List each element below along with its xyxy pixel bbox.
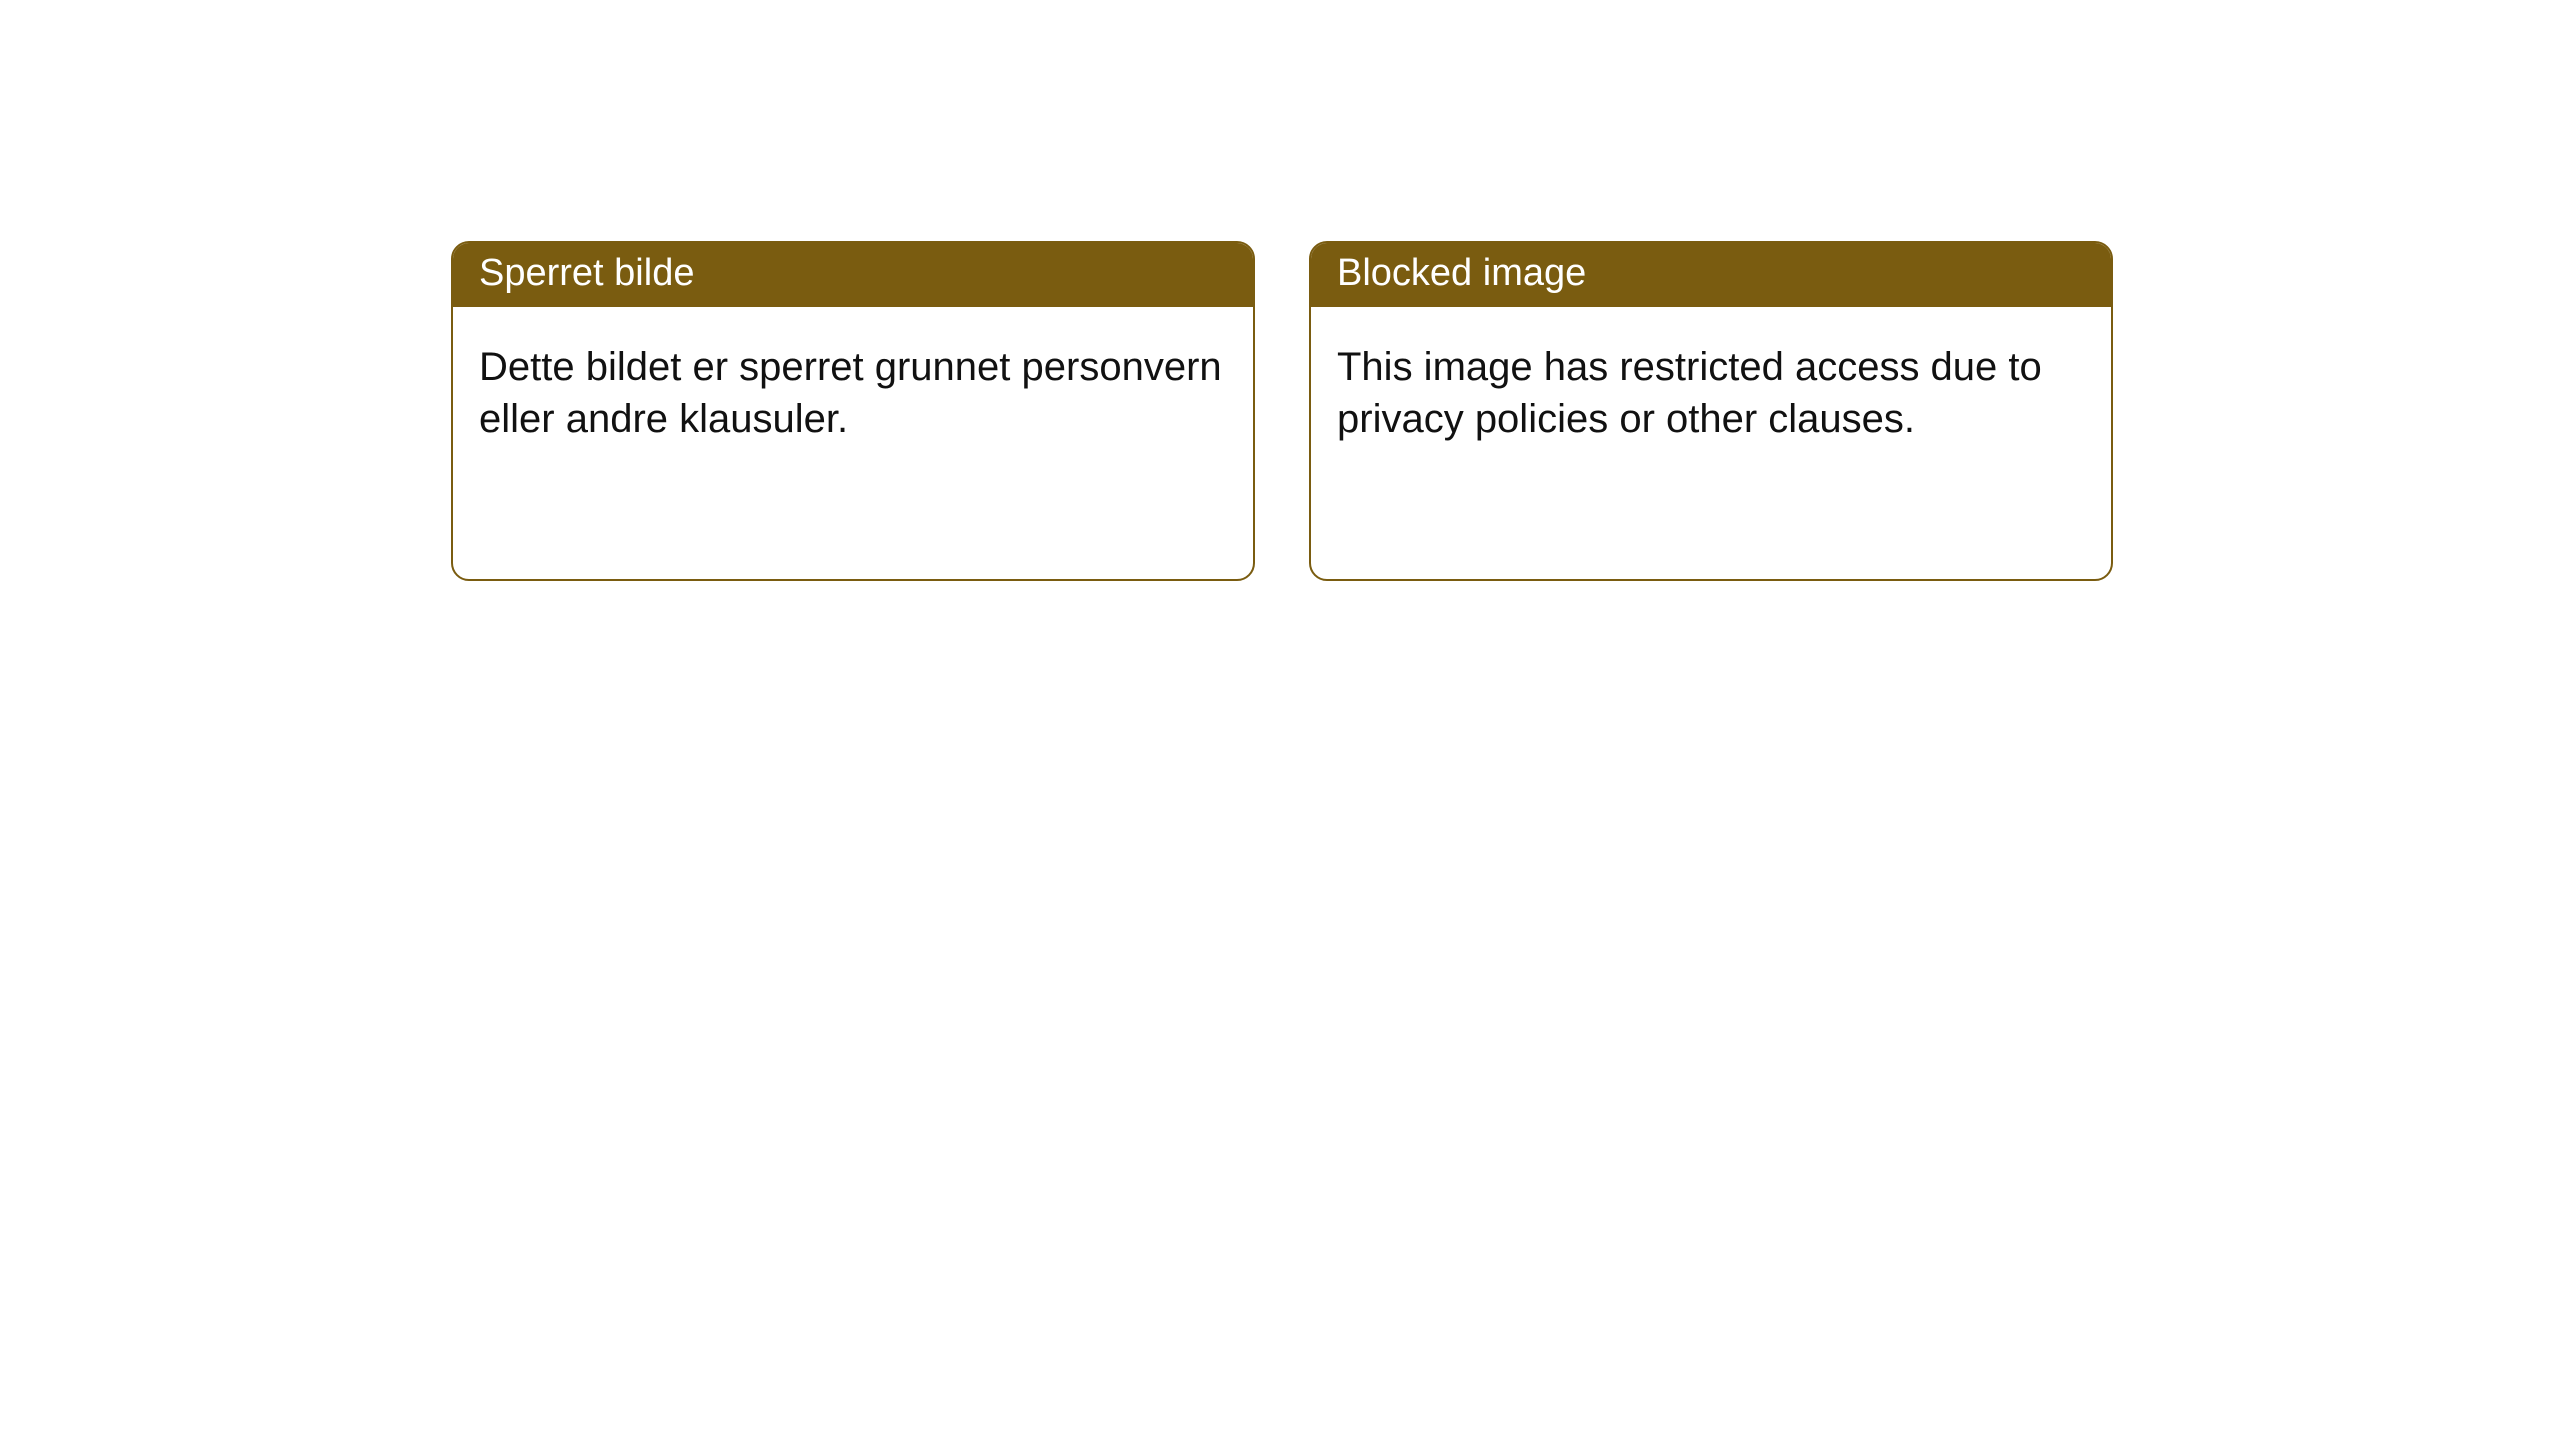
panel-header-en: Blocked image: [1311, 243, 2111, 307]
blocked-image-panel-en: Blocked image This image has restricted …: [1309, 241, 2113, 581]
panel-header-no: Sperret bilde: [453, 243, 1253, 307]
blocked-image-notices: Sperret bilde Dette bildet er sperret gr…: [451, 241, 2113, 581]
panel-body-en: This image has restricted access due to …: [1311, 307, 2111, 479]
blocked-image-panel-no: Sperret bilde Dette bildet er sperret gr…: [451, 241, 1255, 581]
panel-body-no: Dette bildet er sperret grunnet personve…: [453, 307, 1253, 479]
